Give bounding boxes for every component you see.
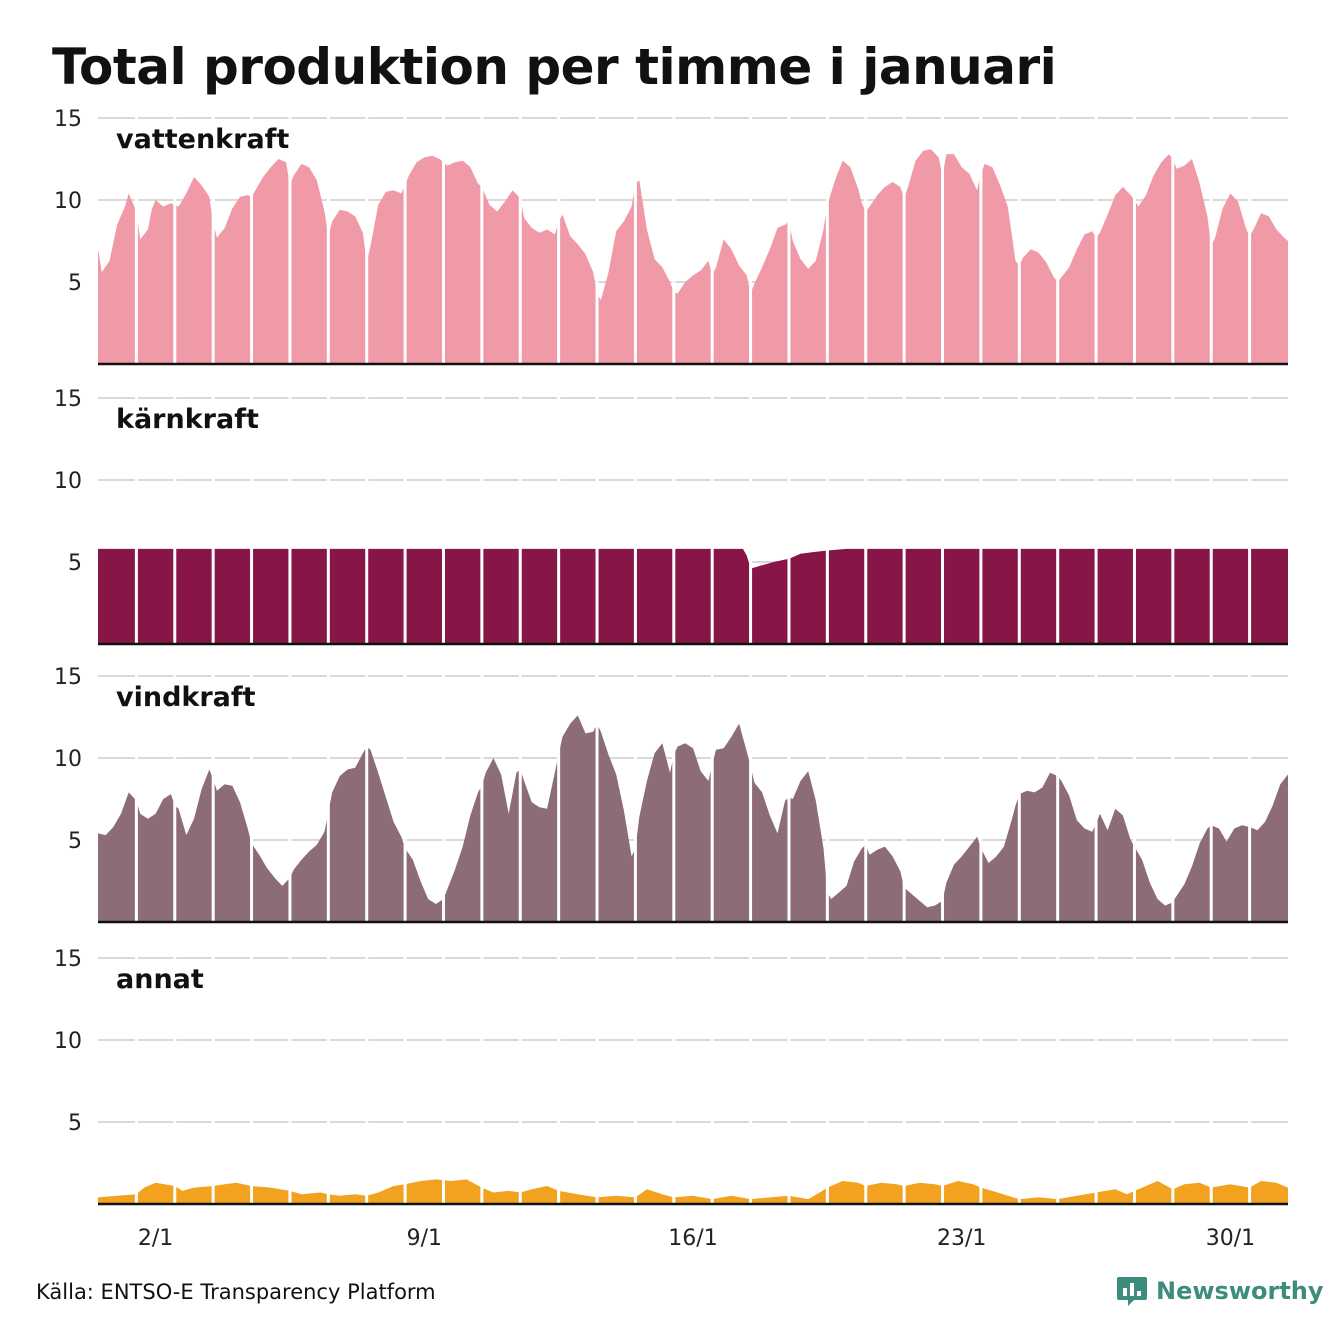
y-tick-label: 10 [54, 469, 82, 494]
chart-title: Total produktion per timme i januari [52, 38, 1057, 96]
y-tick-label: 5 [68, 271, 82, 296]
y-tick-label: 10 [54, 189, 82, 214]
y-tick-label: 10 [54, 1029, 82, 1054]
panel-label: vindkraft [116, 682, 256, 713]
newsworthy-logo-icon [1117, 1277, 1147, 1306]
x-tick-label: 23/1 [937, 1226, 986, 1251]
panel-1: 5 10 15 vattenkraft [54, 107, 1288, 366]
series-area-vindkraft [98, 715, 1288, 922]
series-area-kärnkraft [98, 548, 1288, 644]
x-tick-label: 30/1 [1206, 1226, 1255, 1251]
series-area-annat [98, 1179, 1288, 1204]
x-tick-label: 9/1 [407, 1226, 442, 1251]
y-tick-label: 5 [68, 1111, 82, 1136]
panel-label: annat [116, 964, 204, 995]
panel-label: kärnkraft [116, 404, 259, 435]
x-tick-label: 2/1 [138, 1226, 173, 1251]
source-note: Källa: ENTSO-E Transparency Platform [36, 1280, 436, 1304]
brand-logo: Newsworthy [1116, 1274, 1324, 1308]
panel-2: 5 10 15 kärnkraft [54, 387, 1288, 646]
y-tick-label: 5 [68, 551, 82, 576]
brand-name: Newsworthy [1156, 1277, 1324, 1305]
y-tick-label: 15 [54, 947, 82, 972]
panel-label: vattenkraft [116, 124, 289, 155]
x-tick-label: 16/1 [668, 1226, 717, 1251]
y-tick-label: 10 [54, 747, 82, 772]
y-tick-label: 5 [68, 829, 82, 854]
panel-3: 5 10 15 vindkraft [54, 665, 1288, 924]
series-area-vattenkraft [98, 149, 1288, 364]
y-tick-label: 15 [54, 665, 82, 690]
panel-4: 5 10 15 annat [54, 947, 1288, 1206]
y-tick-label: 15 [54, 107, 82, 132]
y-tick-label: 15 [54, 387, 82, 412]
